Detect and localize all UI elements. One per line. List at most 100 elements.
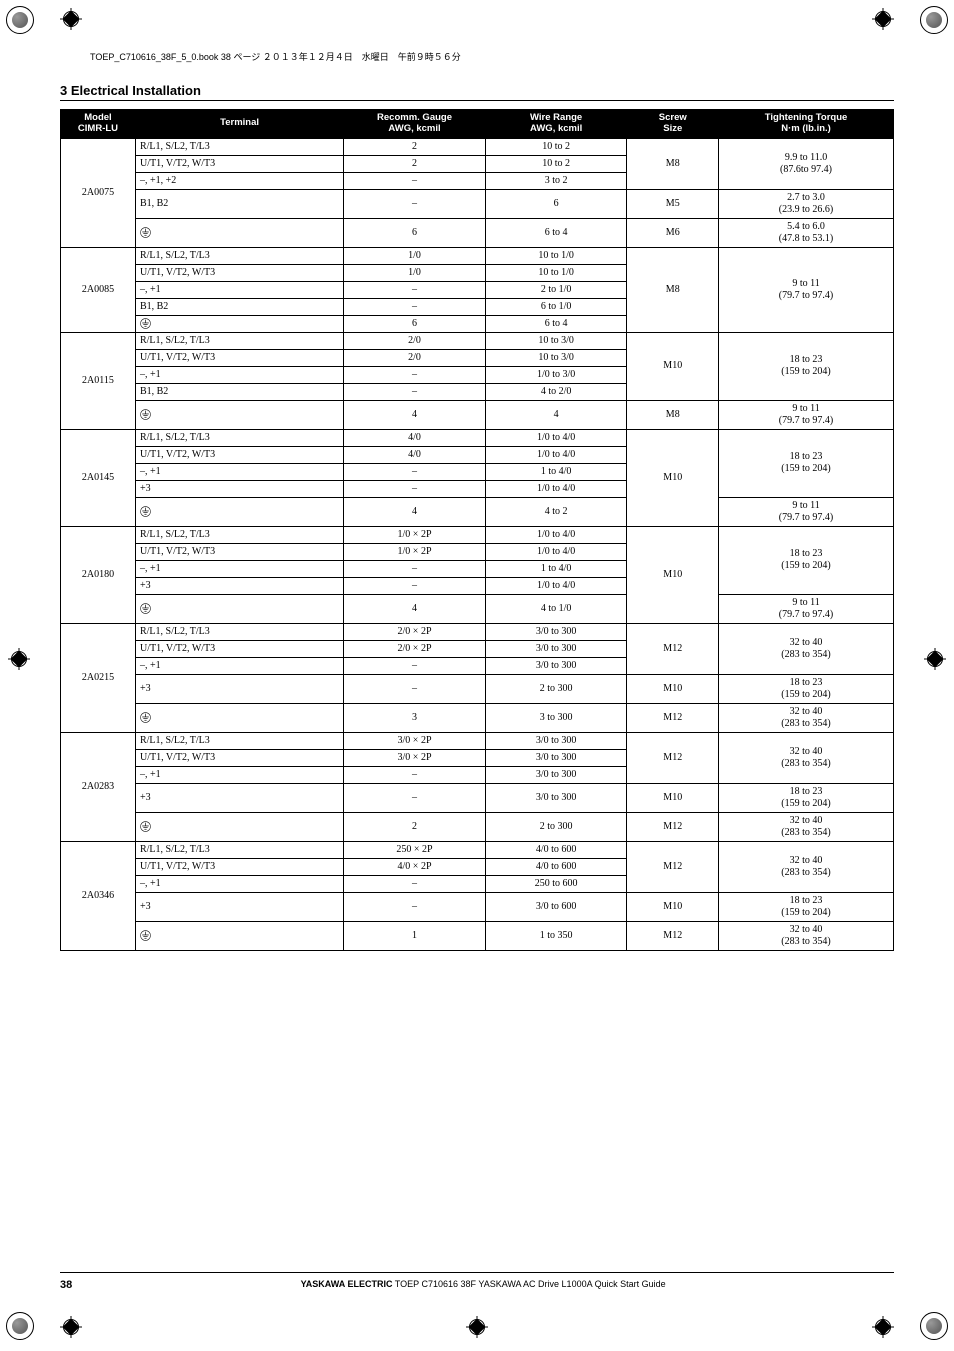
range-cell: 6	[485, 189, 627, 218]
range-cell: 1/0 to 3/0	[485, 366, 627, 383]
table-row: +3–3/0 to 600M1018 to 23(159 to 204)	[61, 892, 894, 921]
table-row: 2A0283R/L1, S/L2, T/L33/0 × 2P3/0 to 300…	[61, 732, 894, 749]
registration-mark	[872, 1316, 894, 1338]
gauge-cell: 3/0 × 2P	[344, 732, 486, 749]
terminal-cell: R/L1, S/L2, T/L3	[135, 429, 343, 446]
gauge-cell: –	[344, 560, 486, 577]
table-row: 44 to 29 to 11(79.7 to 97.4)	[61, 497, 894, 526]
registration-circle	[6, 1312, 34, 1340]
screw-cell: M10	[627, 429, 719, 526]
col-gauge: Recomm. GaugeAWG, kcmil	[344, 110, 486, 139]
terminal-cell: R/L1, S/L2, T/L3	[135, 732, 343, 749]
gauge-cell: –	[344, 298, 486, 315]
range-cell: 10 to 3/0	[485, 332, 627, 349]
gauge-cell: –	[344, 189, 486, 218]
ground-icon	[140, 506, 151, 517]
range-cell: 2 to 1/0	[485, 281, 627, 298]
range-cell: 2 to 300	[485, 812, 627, 841]
gauge-cell: 4/0	[344, 446, 486, 463]
range-cell: 3 to 2	[485, 172, 627, 189]
torque-cell: 5.4 to 6.0(47.8 to 53.1)	[719, 218, 894, 247]
terminal-cell: U/T1, V/T2, W/T3	[135, 264, 343, 281]
torque-cell: 9.9 to 11.0(87.6to 97.4)	[719, 138, 894, 189]
terminal-cell	[135, 594, 343, 623]
gauge-cell: 1/0	[344, 264, 486, 281]
table-row: 66 to 4M65.4 to 6.0(47.8 to 53.1)	[61, 218, 894, 247]
terminal-cell: –, +1	[135, 366, 343, 383]
terminal-cell: R/L1, S/L2, T/L3	[135, 623, 343, 640]
table-row: 2A0346R/L1, S/L2, T/L3250 × 2P4/0 to 600…	[61, 841, 894, 858]
range-cell: 3/0 to 300	[485, 749, 627, 766]
terminal-cell: –, +1	[135, 657, 343, 674]
torque-cell: 9 to 11(79.7 to 97.4)	[719, 400, 894, 429]
table-row: 2A0075R/L1, S/L2, T/L3210 to 2M89.9 to 1…	[61, 138, 894, 155]
table-row: 11 to 350M1232 to 40(283 to 354)	[61, 921, 894, 950]
gauge-cell: 2/0	[344, 332, 486, 349]
terminal-cell: –, +1	[135, 766, 343, 783]
screw-cell: M10	[627, 332, 719, 400]
gauge-cell: 1	[344, 921, 486, 950]
terminal-cell: U/T1, V/T2, W/T3	[135, 640, 343, 657]
range-cell: 10 to 1/0	[485, 264, 627, 281]
torque-cell: 9 to 11(79.7 to 97.4)	[719, 247, 894, 332]
screw-cell: M8	[627, 138, 719, 189]
gauge-cell: –	[344, 766, 486, 783]
gauge-cell: 2/0	[344, 349, 486, 366]
model-cell: 2A0075	[61, 138, 136, 247]
table-row: 2A0085R/L1, S/L2, T/L31/010 to 1/0M89 to…	[61, 247, 894, 264]
range-cell: 1 to 350	[485, 921, 627, 950]
gauge-cell: 1/0 × 2P	[344, 526, 486, 543]
gauge-cell: 2/0 × 2P	[344, 640, 486, 657]
gauge-cell: 3	[344, 703, 486, 732]
range-cell: 4	[485, 400, 627, 429]
table-row: +3–3/0 to 300M1018 to 23(159 to 204)	[61, 783, 894, 812]
range-cell: 3/0 to 600	[485, 892, 627, 921]
torque-cell: 32 to 40(283 to 354)	[719, 623, 894, 674]
gauge-cell: 2	[344, 155, 486, 172]
range-cell: 1/0 to 4/0	[485, 543, 627, 560]
gauge-cell: 4/0	[344, 429, 486, 446]
torque-cell: 18 to 23(159 to 204)	[719, 892, 894, 921]
range-cell: 6 to 1/0	[485, 298, 627, 315]
registration-circle	[6, 6, 34, 34]
terminal-cell: R/L1, S/L2, T/L3	[135, 526, 343, 543]
range-cell: 10 to 2	[485, 138, 627, 155]
terminal-cell: U/T1, V/T2, W/T3	[135, 858, 343, 875]
table-row: B1, B2–6M52.7 to 3.0(23.9 to 26.6)	[61, 189, 894, 218]
terminal-cell: U/T1, V/T2, W/T3	[135, 349, 343, 366]
gauge-cell: 1/0 × 2P	[344, 543, 486, 560]
gauge-cell: 6	[344, 218, 486, 247]
range-cell: 4/0 to 600	[485, 841, 627, 858]
screw-cell: M6	[627, 218, 719, 247]
table-row: 2A0180R/L1, S/L2, T/L31/0 × 2P1/0 to 4/0…	[61, 526, 894, 543]
table-row: 2A0145R/L1, S/L2, T/L34/01/0 to 4/0M1018…	[61, 429, 894, 446]
range-cell: 1/0 to 4/0	[485, 446, 627, 463]
terminal-cell: +3	[135, 577, 343, 594]
terminal-cell: –, +1	[135, 560, 343, 577]
section-title: 3 Electrical Installation	[60, 83, 894, 101]
terminal-cell: U/T1, V/T2, W/T3	[135, 155, 343, 172]
screw-cell: M10	[627, 783, 719, 812]
screw-cell: M12	[627, 623, 719, 674]
range-cell: 3/0 to 300	[485, 623, 627, 640]
screw-cell: M12	[627, 921, 719, 950]
terminal-cell: –, +1	[135, 281, 343, 298]
terminal-cell: –, +1	[135, 875, 343, 892]
range-cell: 3/0 to 300	[485, 732, 627, 749]
page-number: 38	[60, 1279, 72, 1291]
range-cell: 4 to 1/0	[485, 594, 627, 623]
table-row: 44M89 to 11(79.7 to 97.4)	[61, 400, 894, 429]
screw-cell: M10	[627, 674, 719, 703]
torque-cell: 2.7 to 3.0(23.9 to 26.6)	[719, 189, 894, 218]
gauge-cell: –	[344, 783, 486, 812]
table-row: 33 to 300M1232 to 40(283 to 354)	[61, 703, 894, 732]
torque-cell: 32 to 40(283 to 354)	[719, 841, 894, 892]
ground-icon	[140, 409, 151, 420]
ground-icon	[140, 930, 151, 941]
terminal-cell: R/L1, S/L2, T/L3	[135, 247, 343, 264]
range-cell: 3/0 to 300	[485, 640, 627, 657]
registration-circle	[920, 1312, 948, 1340]
table-row: +3–2 to 300M1018 to 23(159 to 204)	[61, 674, 894, 703]
torque-cell: 18 to 23(159 to 204)	[719, 674, 894, 703]
terminal-cell	[135, 703, 343, 732]
